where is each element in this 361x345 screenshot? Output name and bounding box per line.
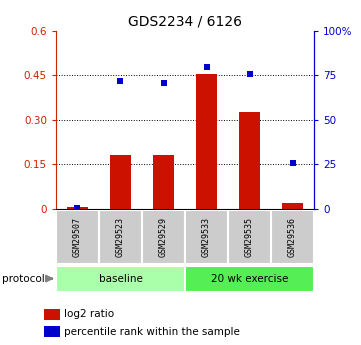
Title: GDS2234 / 6126: GDS2234 / 6126 — [128, 14, 242, 29]
Bar — [239, 112, 260, 209]
Bar — [142, 210, 185, 264]
Point — [247, 71, 252, 77]
Bar — [282, 203, 303, 209]
Bar — [153, 155, 174, 209]
Bar — [67, 207, 88, 209]
Bar — [271, 210, 314, 264]
Text: GSM29533: GSM29533 — [202, 217, 211, 257]
Text: percentile rank within the sample: percentile rank within the sample — [64, 327, 240, 337]
Point — [290, 160, 295, 165]
Text: protocol: protocol — [2, 274, 44, 284]
Point — [161, 80, 166, 85]
Text: GSM29529: GSM29529 — [159, 217, 168, 257]
Text: GSM29535: GSM29535 — [245, 217, 254, 257]
Bar — [99, 210, 142, 264]
Text: baseline: baseline — [99, 274, 143, 284]
Bar — [44, 326, 60, 337]
Bar — [56, 266, 185, 292]
Bar — [185, 210, 228, 264]
Bar — [185, 266, 314, 292]
Point — [118, 78, 123, 83]
Bar — [228, 210, 271, 264]
Point — [75, 205, 81, 210]
Point — [204, 64, 209, 69]
Text: GSM29507: GSM29507 — [73, 217, 82, 257]
Text: 20 wk exercise: 20 wk exercise — [211, 274, 288, 284]
Text: GSM29523: GSM29523 — [116, 217, 125, 257]
Bar — [56, 210, 99, 264]
Bar — [196, 74, 217, 209]
Text: GSM29536: GSM29536 — [288, 217, 297, 257]
Bar — [110, 155, 131, 209]
Bar — [44, 309, 60, 319]
Text: log2 ratio: log2 ratio — [64, 309, 114, 319]
